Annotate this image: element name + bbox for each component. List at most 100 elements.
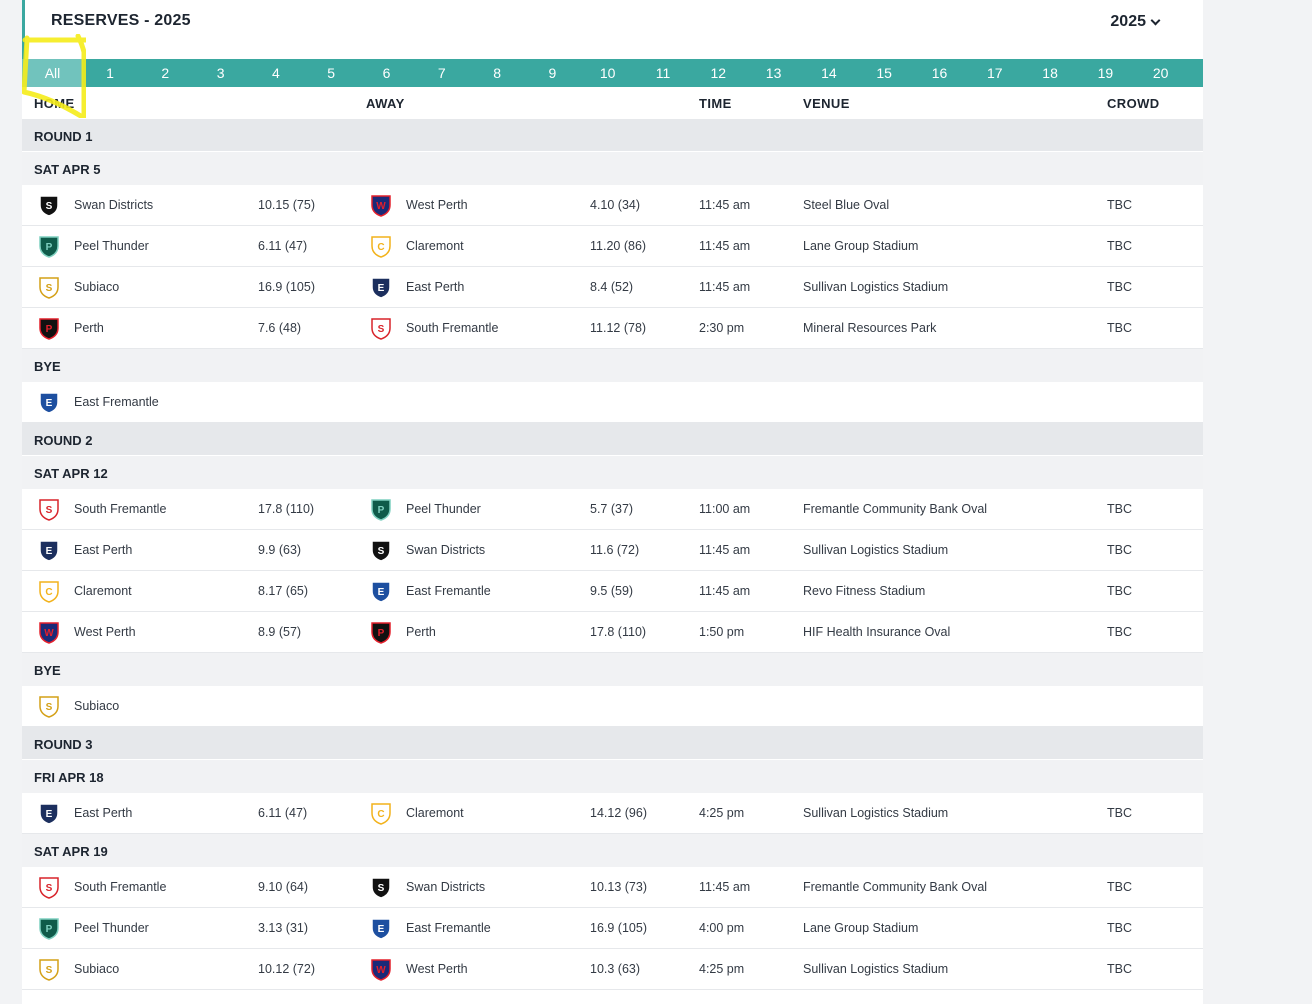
home-team[interactable]: Peel Thunder <box>74 921 149 935</box>
home-team[interactable]: West Perth <box>74 625 136 639</box>
home-team[interactable]: Claremont <box>74 584 132 598</box>
away-team[interactable]: East Perth <box>406 280 465 294</box>
tab-round-16[interactable]: 16 <box>931 65 948 81</box>
home-team[interactable]: Peel Thunder <box>74 239 149 253</box>
home-score: 8.9 (57) <box>258 625 302 639</box>
away-team[interactable]: East Fremantle <box>406 584 491 598</box>
svg-text:S: S <box>46 505 53 516</box>
tab-round-3[interactable]: 3 <box>216 65 225 81</box>
crowd: TBC <box>1107 962 1132 976</box>
date-heading: SAT APR 19 <box>22 834 1203 867</box>
tab-round-6[interactable]: 6 <box>382 65 391 81</box>
chevron-down-icon <box>1150 15 1161 25</box>
away-team[interactable]: West Perth <box>406 198 468 212</box>
team-logo-icon: S <box>371 318 391 340</box>
tab-round-13[interactable]: 13 <box>765 65 782 81</box>
match-row[interactable]: P Perth 7.6 (48) S South Fremantle 11.12 (78)… <box>22 308 1203 349</box>
venue[interactable]: Lane Group Stadium <box>803 921 919 935</box>
team-logo-icon: S <box>39 499 59 521</box>
venue[interactable]: Mineral Resources Park <box>803 321 937 335</box>
bye-team[interactable]: Subiaco <box>74 699 120 713</box>
away-team[interactable]: Claremont <box>406 239 464 253</box>
tab-round-7[interactable]: 7 <box>437 65 446 81</box>
away-team[interactable]: Claremont <box>406 806 464 820</box>
away-team[interactable]: East Fremantle <box>406 921 491 935</box>
tab-round-20[interactable]: 20 <box>1152 65 1169 81</box>
tab-round-18[interactable]: 18 <box>1042 65 1058 81</box>
match-row[interactable]: W West Perth 8.9 (57) P Perth 17.8 (110) 1:50 … <box>22 612 1203 653</box>
tab-round-4[interactable]: 4 <box>271 65 280 81</box>
tab-round-8[interactable]: 8 <box>493 65 501 81</box>
match-row[interactable]: S South Fremantle 9.10 (64) S Swan Districts… <box>22 867 1203 908</box>
tab-round-2[interactable]: 2 <box>161 65 170 81</box>
venue[interactable]: Steel Blue Oval <box>803 198 890 212</box>
home-team[interactable]: South Fremantle <box>74 502 167 516</box>
venue[interactable]: Sullivan Logistics Stadium <box>803 280 949 294</box>
match-time: 11:45 am <box>699 239 751 253</box>
away-team[interactable]: Peel Thunder <box>406 502 481 516</box>
match-row[interactable]: C Claremont 8.17 (65) E East Fremantle 9.5 (5… <box>22 571 1203 612</box>
venue[interactable]: Fremantle Community Bank Oval <box>803 502 988 516</box>
column-home: HOME <box>34 96 75 111</box>
home-team[interactable]: Perth <box>74 321 104 335</box>
tab-round-15[interactable]: 15 <box>876 65 892 81</box>
home-team[interactable]: Subiaco <box>74 962 120 976</box>
home-score: 6.11 (47) <box>258 239 308 253</box>
match-row[interactable]: E East Perth 6.11 (47) C Claremont 14.12 (96)… <box>22 793 1203 834</box>
match-row[interactable]: S South Fremantle 17.8 (110) P Peel Thunder 5… <box>22 489 1203 530</box>
venue[interactable]: HIF Health Insurance Oval <box>803 625 951 639</box>
tab-round-12[interactable]: 12 <box>710 65 727 81</box>
match-row[interactable]: P Peel Thunder 3.13 (31) E East Fremantle 16.… <box>22 908 1203 949</box>
tab-all[interactable]: All <box>22 59 83 87</box>
tab-round-14[interactable]: 14 <box>821 65 837 81</box>
home-team[interactable]: Subiaco <box>74 280 120 294</box>
away-score: 10.3 (63) <box>590 962 641 976</box>
venue[interactable]: Sullivan Logistics Stadium <box>803 543 949 557</box>
tab-round-11[interactable]: 11 <box>655 65 671 81</box>
venue[interactable]: Sullivan Logistics Stadium <box>803 962 949 976</box>
match-time: 11:45 am <box>699 880 751 894</box>
venue[interactable]: Lane Group Stadium <box>803 239 919 253</box>
tab-round-9[interactable]: 9 <box>548 65 557 81</box>
match-row[interactable]: E East Perth 9.9 (63) S Swan Districts 11.6 (… <box>22 530 1203 571</box>
venue[interactable]: Revo Fitness Stadium <box>803 584 926 598</box>
home-score: 10.15 (75) <box>258 198 315 212</box>
away-team[interactable]: Swan Districts <box>406 880 486 894</box>
tab-round-10[interactable]: 10 <box>599 65 616 81</box>
round-tabs: All 1 2 3 4 5 6 7 8 9 10 11 12 13 14 15 16 17 18 19 20 <box>22 59 1203 87</box>
svg-text:P: P <box>46 924 53 935</box>
column-venue: VENUE <box>803 96 850 111</box>
fixture-header: RESERVES - 2025 2025 <box>22 0 1203 59</box>
column-crowd: CROWD <box>1107 96 1160 111</box>
away-team[interactable]: Swan Districts <box>406 543 486 557</box>
year-dropdown[interactable]: 2025 <box>1110 13 1161 31</box>
away-score: 5.7 (37) <box>590 502 634 516</box>
team-logo-icon: E <box>371 581 391 603</box>
svg-text:S: S <box>378 883 385 894</box>
tab-round-5[interactable]: 5 <box>327 65 336 81</box>
away-team[interactable]: South Fremantle <box>406 321 499 335</box>
home-team[interactable]: East Perth <box>74 806 133 820</box>
svg-text:P: P <box>378 505 385 516</box>
crowd: TBC <box>1107 239 1132 253</box>
match-row[interactable]: S Subiaco 10.12 (72) W West Perth 10.3 (63) 4:… <box>22 949 1203 990</box>
svg-text:E: E <box>378 924 385 935</box>
match-row[interactable]: S Subiaco 16.9 (105) E East Perth 8.4 (52) 11:… <box>22 267 1203 308</box>
home-team[interactable]: South Fremantle <box>74 880 167 894</box>
svg-text:C: C <box>377 809 384 820</box>
match-row[interactable]: S Swan Districts 10.15 (75) W West Perth 4.10… <box>22 185 1203 226</box>
match-row[interactable]: P Peel Thunder 6.11 (47) C Claremont 11.20 (8… <box>22 226 1203 267</box>
away-team[interactable]: Perth <box>406 625 436 639</box>
away-score: 16.9 (105) <box>590 921 647 935</box>
away-team[interactable]: West Perth <box>406 962 468 976</box>
tab-round-1[interactable]: 1 <box>106 65 114 81</box>
venue[interactable]: Sullivan Logistics Stadium <box>803 806 949 820</box>
venue[interactable]: Fremantle Community Bank Oval <box>803 880 988 894</box>
home-team[interactable]: East Perth <box>74 543 133 557</box>
tab-round-19[interactable]: 19 <box>1097 65 1114 81</box>
bye-team[interactable]: East Fremantle <box>74 395 159 409</box>
home-team[interactable]: Swan Districts <box>74 198 154 212</box>
match-time: 11:45 am <box>699 198 751 212</box>
team-logo-icon: P <box>39 318 59 340</box>
tab-round-17[interactable]: 17 <box>987 65 1003 81</box>
